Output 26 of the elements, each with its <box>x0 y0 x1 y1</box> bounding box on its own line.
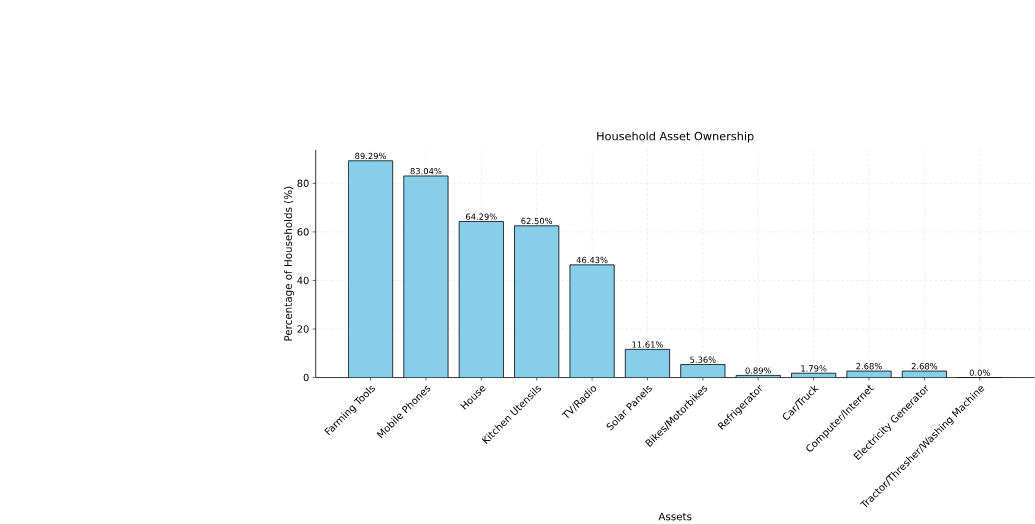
data-label: 1.79% <box>801 365 827 372</box>
chart-title: Household Asset Ownership <box>597 131 754 143</box>
y-tick-label: 80 <box>297 179 309 188</box>
data-label: 46.43% <box>576 257 608 264</box>
data-label: 83.04% <box>410 168 442 175</box>
y-axis-title: Percentage of Households (%) <box>284 187 294 341</box>
y-tick-label: 0 <box>303 373 309 382</box>
data-label: 89.29% <box>355 152 386 160</box>
bar <box>403 176 449 378</box>
data-label: 2.68% <box>856 363 882 370</box>
bar <box>459 221 504 378</box>
bar <box>569 265 615 378</box>
bar <box>625 349 670 378</box>
data-label: 62.50% <box>521 218 553 225</box>
data-label: 2.68% <box>911 363 938 370</box>
bar <box>514 225 559 378</box>
y-tick-label: 20 <box>297 325 309 333</box>
data-label: 11.61% <box>632 341 663 348</box>
x-axis-title: Assets <box>658 512 692 521</box>
data-label: 0.89% <box>745 367 772 374</box>
bar <box>348 160 393 378</box>
data-label: 64.29% <box>465 213 497 220</box>
y-tick-label: 40 <box>297 276 309 285</box>
data-label: 5.36% <box>690 356 716 364</box>
data-label: 0.0% <box>969 369 990 377</box>
y-tick-label: 60 <box>297 228 309 236</box>
